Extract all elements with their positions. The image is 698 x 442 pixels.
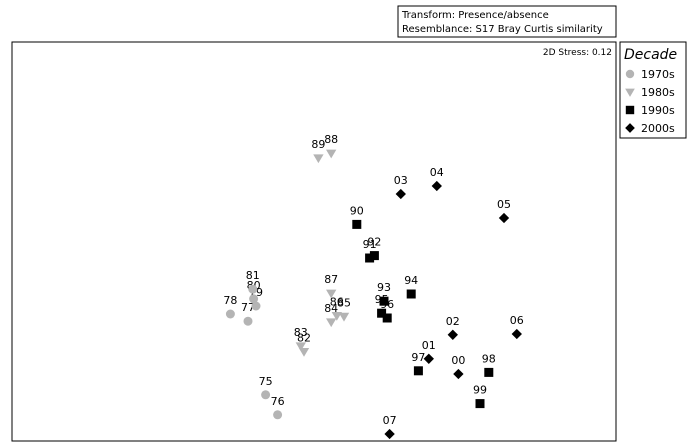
point-label-07: 07 xyxy=(383,414,397,427)
series-1970s: 75767778798081 xyxy=(223,269,285,420)
legend-title: Decade xyxy=(624,47,677,63)
plot-frame xyxy=(11,41,617,442)
point-02 xyxy=(447,329,458,340)
point-label-83: 83 xyxy=(294,326,308,339)
legend: Decade 1970s 1980s 1990s 2000s xyxy=(619,41,687,139)
point-99 xyxy=(475,399,485,409)
point-label-98: 98 xyxy=(482,352,496,365)
point-76 xyxy=(273,410,283,420)
point-label-78: 78 xyxy=(223,294,237,307)
point-label-03: 03 xyxy=(394,174,408,187)
point-label-82: 82 xyxy=(297,332,311,345)
point-91 xyxy=(365,253,375,263)
point-83 xyxy=(295,342,306,352)
point-label-95: 95 xyxy=(375,293,389,306)
point-89 xyxy=(313,154,324,164)
point-06 xyxy=(511,328,522,340)
series-2000s: 00 01 02 03 04 05 06 07 xyxy=(383,166,524,440)
point-label-04: 04 xyxy=(430,166,444,179)
point-81 xyxy=(248,284,258,294)
point-05 xyxy=(498,212,510,224)
legend-marker-1970s xyxy=(625,69,635,79)
legend-marker-1990s xyxy=(625,105,635,115)
legend-label-1980s: 1980s xyxy=(641,86,675,99)
point-label-99: 99 xyxy=(473,384,487,397)
point-label-90: 90 xyxy=(350,204,364,217)
point-label-88: 88 xyxy=(324,133,338,146)
point-04 xyxy=(431,180,442,192)
point-label-05: 05 xyxy=(497,198,511,211)
legend-marker-2000s xyxy=(625,123,635,133)
point-75 xyxy=(261,390,271,400)
point-label-91: 91 xyxy=(363,238,377,251)
point-92 xyxy=(369,251,379,261)
point-07 xyxy=(384,428,395,440)
point-label-97: 97 xyxy=(411,351,425,364)
point-90 xyxy=(352,219,362,229)
point-80 xyxy=(249,294,259,304)
legend-marker-1980s xyxy=(625,88,635,97)
point-86 xyxy=(331,312,342,321)
point-label-81: 81 xyxy=(246,269,260,282)
point-label-96: 96 xyxy=(380,298,394,311)
point-01 xyxy=(423,353,434,364)
point-label-93: 93 xyxy=(377,281,391,294)
legend-label-2000s: 2000s xyxy=(641,122,675,135)
point-label-77: 77 xyxy=(241,301,255,314)
point-label-01: 01 xyxy=(422,339,436,352)
stress-value-text: 2D Stress: 0.12 xyxy=(543,48,612,58)
point-00 xyxy=(453,368,464,380)
point-label-85: 85 xyxy=(337,296,351,309)
point-label-00: 00 xyxy=(451,354,465,367)
point-label-02: 02 xyxy=(446,315,460,328)
info-resemblance-text: Resemblance: S17 Bray Curtis similarity xyxy=(402,24,603,35)
point-78 xyxy=(225,309,235,319)
point-03 xyxy=(395,188,406,200)
info-box-frame xyxy=(397,5,617,38)
point-label-75: 75 xyxy=(259,375,273,388)
point-98 xyxy=(484,367,494,377)
points-layer: 7576777879808182838485868788899091929394… xyxy=(223,133,524,440)
point-label-84: 84 xyxy=(324,302,338,315)
point-label-94: 94 xyxy=(404,274,418,287)
point-96 xyxy=(382,313,392,323)
point-label-89: 89 xyxy=(311,138,325,151)
info-box: Transform: Presence/absence Resemblance:… xyxy=(397,5,617,38)
point-82 xyxy=(298,348,310,357)
point-94 xyxy=(406,289,416,299)
point-77 xyxy=(243,316,253,326)
info-transform-text: Transform: Presence/absence xyxy=(401,10,549,21)
point-87 xyxy=(326,289,337,299)
point-label-87: 87 xyxy=(324,273,338,286)
point-95 xyxy=(377,308,387,318)
point-88 xyxy=(326,149,337,159)
point-label-76: 76 xyxy=(271,395,285,408)
legend-entries: 1970s 1980s 1990s 2000s xyxy=(625,68,675,135)
point-85 xyxy=(338,312,350,322)
point-97 xyxy=(413,366,423,376)
point-79 xyxy=(251,301,261,311)
point-label-06: 06 xyxy=(510,314,524,327)
point-label-86: 86 xyxy=(330,296,344,309)
legend-label-1970s: 1970s xyxy=(641,68,675,81)
legend-label-1990s: 1990s xyxy=(641,104,675,117)
point-84 xyxy=(326,318,337,328)
point-93 xyxy=(379,296,389,306)
point-label-92: 92 xyxy=(367,236,381,249)
